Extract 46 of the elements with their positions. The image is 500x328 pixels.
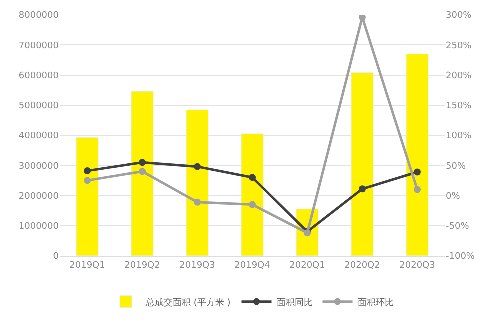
y-tick-label: 7000000 <box>18 41 60 52</box>
bar <box>351 72 374 256</box>
y-tick-label: 8000000 <box>18 11 60 22</box>
bar <box>406 54 429 256</box>
point <box>249 174 256 182</box>
x-tick-label: 2019Q1 <box>70 260 106 271</box>
bar <box>131 91 154 256</box>
y2-tick-label: 300% <box>446 11 472 22</box>
point <box>139 168 146 176</box>
point <box>194 198 201 206</box>
y-tick-label: 0 <box>53 252 60 262</box>
point <box>359 15 366 21</box>
point <box>414 168 421 176</box>
y2-tick-label: -100% <box>446 252 476 262</box>
point <box>414 186 421 194</box>
y-tick-label: 5000000 <box>18 102 60 112</box>
y-tick-label: 3000000 <box>18 162 60 172</box>
y-tick-label: 1000000 <box>18 222 60 232</box>
legend-label: 面积环比 <box>358 297 394 308</box>
legend-label: 总成交面积 (平方米 ) <box>145 297 231 308</box>
point <box>84 168 91 175</box>
y2-tick-label: 250% <box>446 41 472 52</box>
point <box>359 186 366 193</box>
y2-tick-label: 50% <box>446 162 466 172</box>
x-tick-label: 2020Q3 <box>400 260 436 271</box>
point <box>84 177 91 184</box>
y2-tick-label: 200% <box>446 71 472 82</box>
y-tick-label: 4000000 <box>18 132 60 142</box>
legend-label: 面积同比 <box>276 297 313 308</box>
x-tick-label: 2019Q2 <box>124 260 160 271</box>
y2-tick-label: 100% <box>446 132 472 142</box>
y2-tick-label: 0% <box>446 192 461 202</box>
x-tick-label: 2020Q2 <box>344 260 380 271</box>
bar <box>76 137 99 256</box>
point <box>249 201 256 208</box>
y-tick-label: 6000000 <box>18 71 60 82</box>
point <box>194 163 201 170</box>
x-tick-label: 2019Q4 <box>234 260 271 271</box>
y-tick-label: 2000000 <box>18 192 60 202</box>
bar <box>241 134 264 256</box>
point <box>139 159 146 166</box>
y2-tick-label: 150% <box>446 102 472 112</box>
y2-tick-label: -50% <box>446 222 470 232</box>
x-tick-label: 2020Q1 <box>290 260 326 271</box>
x-tick-label: 2019Q3 <box>180 260 216 271</box>
bar <box>186 110 209 256</box>
